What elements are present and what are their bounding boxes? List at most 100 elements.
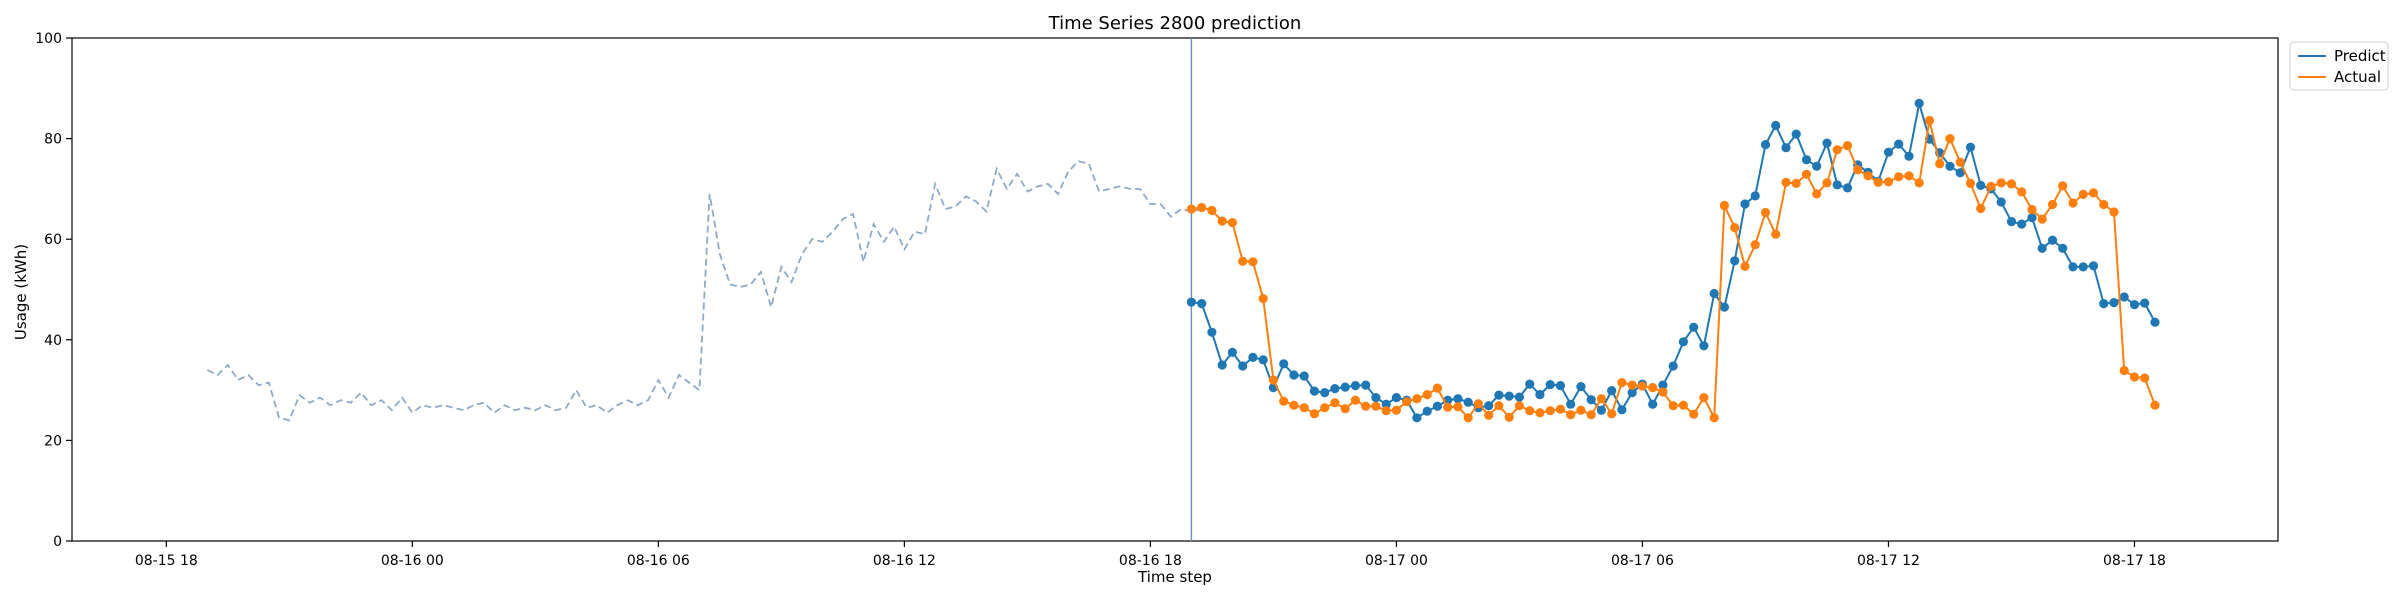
actual-series-line bbox=[1191, 120, 2156, 422]
x-axis-label: Time step bbox=[1137, 568, 1212, 586]
predict-data-point bbox=[1658, 380, 1668, 390]
actual-data-point bbox=[1689, 409, 1699, 419]
actual-data-point bbox=[1504, 412, 1514, 422]
actual-data-point bbox=[1473, 399, 1483, 409]
actual-data-point bbox=[1883, 177, 1894, 187]
predict-data-point bbox=[1330, 384, 1340, 394]
actual-data-point bbox=[1986, 181, 1996, 191]
actual-data-point bbox=[1268, 375, 1278, 385]
actual-data-point bbox=[1648, 383, 1658, 393]
actual-data-point bbox=[1760, 207, 1771, 218]
actual-data-point bbox=[1412, 394, 1422, 404]
x-tick-label: 08-16 12 bbox=[873, 553, 936, 569]
legend-label-actual: Actual bbox=[2334, 68, 2381, 86]
actual-data-point bbox=[2058, 181, 2068, 191]
predict-data-point bbox=[2109, 298, 2119, 308]
actual-data-point bbox=[2006, 179, 2017, 189]
actual-data-point bbox=[1525, 406, 1535, 416]
predict-data-point bbox=[1320, 388, 1330, 398]
predict-data-point bbox=[1678, 337, 1688, 347]
actual-data-point bbox=[1422, 390, 1432, 400]
actual-data-point bbox=[1514, 401, 1524, 411]
actual-data-point bbox=[1494, 401, 1504, 411]
actual-data-point bbox=[1432, 383, 1442, 393]
chart-title: Time Series 2800 prediction bbox=[1048, 13, 1302, 34]
actual-data-point bbox=[1658, 387, 1668, 397]
actual-data-point bbox=[2150, 400, 2160, 410]
plot-area: 0 20 40 60 80 100 08-15 18 08-16 00 08-16 06 08-1… bbox=[35, 31, 2279, 569]
actual-data-point bbox=[1955, 157, 1965, 167]
actual-data-point bbox=[1381, 406, 1391, 416]
actual-data-point bbox=[1463, 413, 1473, 423]
predict-data-point bbox=[2037, 243, 2047, 253]
predict-data-point bbox=[1258, 355, 1268, 365]
predict-data-point bbox=[1361, 380, 1371, 390]
predict-data-point bbox=[1955, 168, 1965, 178]
actual-data-point bbox=[1535, 408, 1545, 418]
actual-data-point bbox=[1822, 178, 1832, 188]
actual-data-point bbox=[2047, 199, 2058, 210]
predict-data-point bbox=[1217, 360, 1227, 370]
actual-data-point bbox=[1750, 240, 1760, 250]
predict-data-point bbox=[1760, 140, 1771, 150]
actual-data-point bbox=[1965, 178, 1976, 188]
y-tick-label: 40 bbox=[44, 333, 62, 349]
actual-data-point bbox=[1668, 401, 1678, 411]
actual-data-point bbox=[1402, 397, 1412, 407]
predict-series-line bbox=[1191, 103, 2156, 420]
actual-data-point bbox=[1576, 405, 1586, 415]
predict-data-point bbox=[1207, 327, 1217, 337]
predict-data-point bbox=[1976, 180, 1986, 190]
actual-data-point bbox=[1791, 178, 1801, 188]
predict-data-point bbox=[1596, 405, 1606, 415]
predict-data-point bbox=[1576, 382, 1586, 392]
predict-data-point bbox=[1555, 381, 1565, 391]
actual-data-point bbox=[1391, 405, 1401, 415]
x-tick-label: 08-17 00 bbox=[1365, 553, 1428, 569]
actual-data-point bbox=[1627, 380, 1637, 390]
actual-data-point bbox=[2088, 188, 2099, 198]
actual-data-point bbox=[1894, 172, 1904, 182]
axes-frame bbox=[71, 37, 2279, 542]
actual-data-point bbox=[2109, 207, 2119, 217]
actual-data-point bbox=[1453, 402, 1463, 412]
predict-data-point bbox=[1668, 361, 1678, 371]
x-tick-label: 08-15 18 bbox=[135, 553, 198, 569]
predict-data-point bbox=[1822, 138, 1832, 148]
actual-data-point bbox=[1812, 189, 1822, 199]
actual-data-point bbox=[2068, 198, 2078, 208]
predict-data-point bbox=[1453, 394, 1463, 404]
actual-data-point bbox=[1740, 261, 1750, 271]
actual-data-point bbox=[1566, 410, 1576, 420]
predict-data-point bbox=[1781, 143, 1791, 153]
actual-data-point bbox=[1186, 204, 1196, 214]
y-tick-label: 80 bbox=[44, 132, 62, 148]
predict-data-point bbox=[1965, 142, 1976, 152]
actual-data-point bbox=[1935, 159, 1945, 169]
actual-data-point bbox=[1730, 223, 1740, 233]
actual-data-point bbox=[1832, 145, 1842, 155]
actual-data-point bbox=[1443, 402, 1453, 412]
predict-data-point bbox=[1689, 322, 1699, 332]
actual-data-point bbox=[1289, 400, 1299, 410]
actual-data-point bbox=[1771, 229, 1781, 239]
actual-data-point bbox=[2078, 189, 2088, 199]
predict-data-point bbox=[1904, 151, 1914, 161]
predict-data-point bbox=[2006, 217, 2017, 227]
actual-data-point bbox=[2140, 373, 2150, 383]
actual-data-point bbox=[2129, 372, 2140, 382]
actual-data-point bbox=[2099, 199, 2109, 210]
actual-data-point bbox=[1873, 177, 1883, 187]
actual-data-point bbox=[1309, 409, 1319, 419]
predict-data-point bbox=[1309, 386, 1319, 396]
actual-data-point bbox=[1914, 178, 1924, 188]
predict-data-point bbox=[1227, 347, 1237, 357]
predict-data-point bbox=[1996, 197, 2006, 207]
predict-data-point bbox=[1699, 341, 1709, 351]
legend-label-predict: Predict bbox=[2334, 47, 2386, 65]
legend: Predict Actual bbox=[2289, 41, 2389, 91]
actual-data-point bbox=[1320, 403, 1330, 413]
predict-data-point bbox=[1432, 401, 1442, 411]
predict-data-point bbox=[2140, 298, 2150, 308]
predict-data-point bbox=[1648, 399, 1658, 409]
